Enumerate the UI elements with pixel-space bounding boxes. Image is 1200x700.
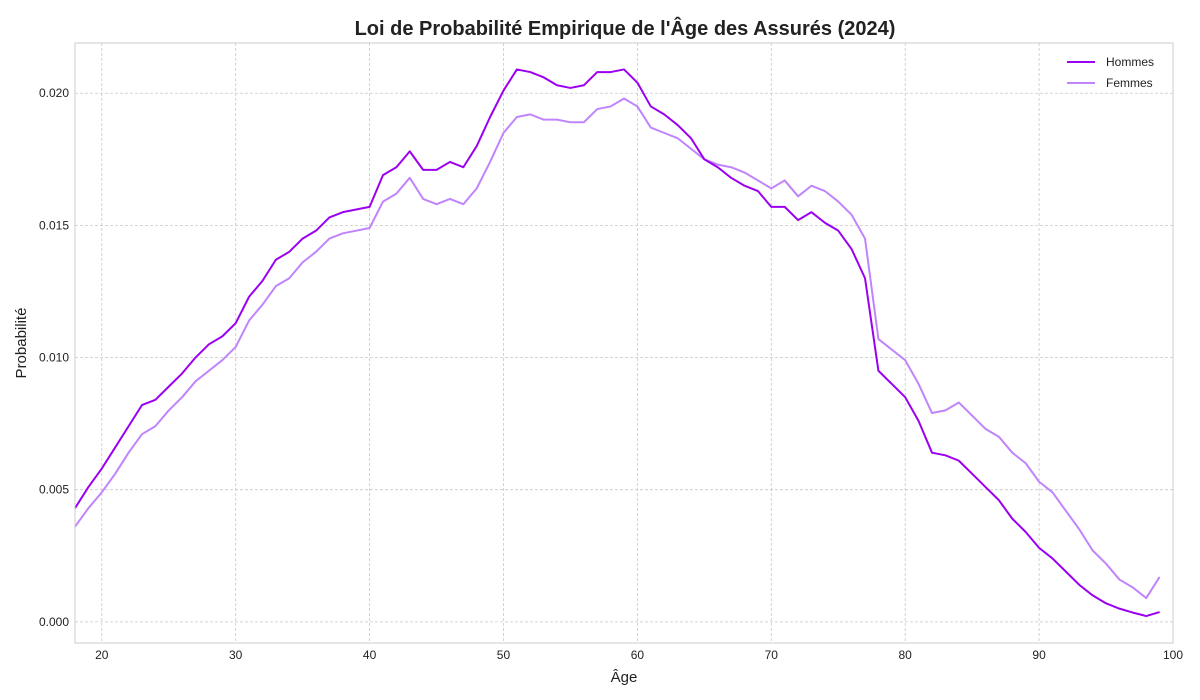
series-lines [74,68,1161,618]
x-tick-label: 60 [631,648,645,662]
y-axis-label: Probabilité [13,308,30,379]
y-tick-label: 0.020 [39,86,69,100]
x-tick-label: 30 [229,648,243,662]
y-tick-label: 0.010 [39,351,69,365]
grid [75,43,1173,643]
series-line-hommes [74,68,1160,618]
x-tick-label: 40 [363,648,377,662]
legend-label-femmes: Femmes [1106,76,1153,90]
ticks: 20 30 40 50 60 70 80 90 100 0.000 0.005 0.010 0.015 0… [39,86,1183,662]
y-tick-label: 0.015 [39,218,69,232]
chart-title: Loi de Probabilité Empirique de l'Âge de… [355,16,896,40]
y-tick-label: 0.005 [39,483,69,497]
plot-frame [74,42,1174,644]
x-axis-label: Âge [611,669,638,686]
series-line-femmes [74,97,1161,600]
x-tick-label: 50 [497,648,511,662]
legend: Hommes Femmes [1067,55,1154,90]
x-tick-label: 70 [765,648,779,662]
y-tick-label: 0.000 [39,615,69,629]
legend-label-hommes: Hommes [1106,55,1154,69]
x-tick-label: 20 [95,648,109,662]
x-tick-label: 80 [899,648,913,662]
x-tick-label: 90 [1032,648,1046,662]
x-tick-label: 100 [1163,648,1183,662]
